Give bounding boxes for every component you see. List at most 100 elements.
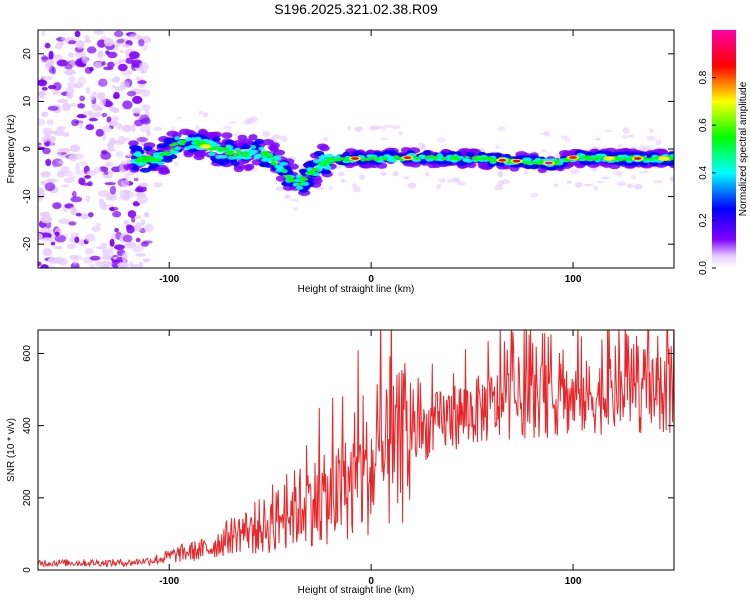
heatmap-cell	[237, 134, 248, 141]
heatmap-cell	[68, 52, 74, 58]
heatmap-cell	[382, 126, 387, 132]
heatmap-cell	[284, 194, 291, 199]
heatmap-cell	[127, 210, 137, 218]
heatmap-cell	[655, 139, 662, 146]
heatmap-cell	[105, 161, 114, 168]
heatmap-cell	[110, 139, 119, 144]
heatmap-cell	[95, 128, 104, 137]
snr-y-tick-label: 200	[22, 489, 33, 506]
heatmap-cell	[38, 195, 44, 201]
heatmap-cell	[143, 146, 153, 152]
heatmap-cell	[498, 126, 506, 132]
heatmap-cell	[176, 116, 183, 120]
heatmap-cell	[44, 182, 56, 192]
heatmap-cell	[140, 218, 146, 227]
heatmap-cell	[84, 233, 96, 242]
spectrogram-y-tick-label: 20	[22, 48, 33, 60]
heatmap-cell	[254, 138, 264, 144]
heatmap-cell	[126, 90, 137, 97]
heatmap-cell	[95, 106, 104, 112]
heatmap-cell	[134, 192, 146, 198]
heatmap-cell	[64, 64, 73, 70]
heatmap-cell	[141, 117, 151, 125]
heatmap-cell	[65, 92, 74, 99]
heatmap-cell	[284, 174, 290, 178]
spectrogram-x-label: Height of straight line (km)	[298, 284, 415, 295]
heatmap-cell	[97, 50, 104, 59]
heatmap-cell	[41, 86, 48, 91]
heatmap-cell	[56, 98, 69, 104]
heatmap-cell	[135, 237, 141, 243]
heatmap-cell	[77, 76, 87, 85]
heatmap-cell	[61, 184, 70, 188]
heatmap-cell	[649, 128, 654, 134]
heatmap-cell	[616, 158, 624, 162]
heatmap-cell	[162, 151, 171, 155]
heatmap-cell	[136, 195, 149, 204]
heatmap-cell	[322, 160, 328, 164]
heatmap-cell	[485, 156, 493, 160]
heatmap-cell	[414, 156, 423, 160]
heatmap-cell	[132, 145, 143, 151]
heatmap-cell	[108, 120, 119, 127]
heatmap-cell	[295, 185, 304, 190]
heatmap-cell	[74, 30, 81, 38]
heatmap-cell	[132, 95, 143, 104]
heatmap-cell	[440, 157, 448, 161]
heatmap-cell	[75, 162, 81, 172]
heatmap-cell	[143, 211, 150, 218]
heatmap-cell	[403, 176, 410, 180]
heatmap-cell	[70, 102, 78, 108]
heatmap-cell	[594, 155, 601, 159]
colorbar-label: Normalized spectral amplitude	[738, 81, 749, 216]
snr-panel: -100 0 100 0 200 400 600 Height of straight l…	[6, 329, 675, 596]
heatmap-cell	[617, 144, 623, 147]
heatmap-cell	[97, 39, 107, 48]
heatmap-cell	[522, 157, 532, 162]
heatmap-cell	[68, 75, 76, 83]
heatmap-cell	[51, 54, 63, 62]
heatmap-cell	[242, 151, 250, 155]
heatmap-cell	[170, 126, 176, 131]
heatmap-cell	[48, 50, 54, 60]
heatmap-cell	[49, 130, 59, 135]
heatmap-cell	[586, 157, 594, 161]
heatmap-cell	[85, 195, 91, 203]
heatmap-cell	[140, 89, 151, 97]
heatmap-cell	[128, 51, 140, 60]
heatmap-cell	[494, 184, 504, 191]
colorbar-tick-label: 0.8	[698, 70, 709, 84]
heatmap-cell	[111, 85, 116, 89]
heatmap-cell	[261, 151, 270, 155]
heatmap-cell	[297, 182, 302, 187]
heatmap-cell	[107, 61, 115, 68]
colorbar-tick-label: 0.4	[698, 165, 709, 179]
heatmap-cell	[67, 40, 77, 45]
heatmap-cell	[61, 170, 74, 177]
heatmap-cell	[82, 110, 92, 116]
heatmap-cell	[131, 107, 142, 114]
heatmap-cell	[75, 39, 85, 49]
snr-x-tick-label: 100	[565, 576, 582, 587]
heatmap-cell	[41, 237, 52, 242]
heatmap-cell	[144, 223, 154, 233]
heatmap-cell	[233, 132, 240, 137]
heatmap-cell	[604, 129, 614, 133]
heatmap-cell	[112, 115, 119, 122]
heatmap-cell	[117, 262, 130, 268]
heatmap-cell	[215, 155, 222, 160]
colorbar-ticks: 0.0 0.2 0.4 0.6 0.8	[698, 70, 716, 275]
heatmap-cell	[84, 248, 94, 255]
heatmap-cell	[121, 70, 132, 77]
spectrogram-y-label: Frequency (Hz)	[6, 115, 17, 184]
heatmap-cell	[621, 135, 629, 139]
heatmap-cell	[530, 192, 539, 198]
chart-title: S196.2025.321.02.38.R09	[274, 1, 438, 17]
heatmap-cell	[246, 118, 255, 124]
heatmap-cell	[335, 164, 343, 170]
heatmap-cell	[47, 257, 59, 264]
heatmap-cell	[122, 100, 133, 110]
spectrogram-x-tick-label: 0	[368, 274, 374, 285]
heatmap-cell	[62, 132, 70, 137]
heatmap-cell	[116, 38, 125, 44]
